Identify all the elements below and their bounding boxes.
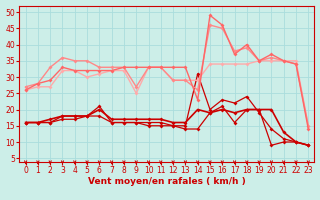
X-axis label: Vent moyen/en rafales ( km/h ): Vent moyen/en rafales ( km/h ) [88,177,246,186]
